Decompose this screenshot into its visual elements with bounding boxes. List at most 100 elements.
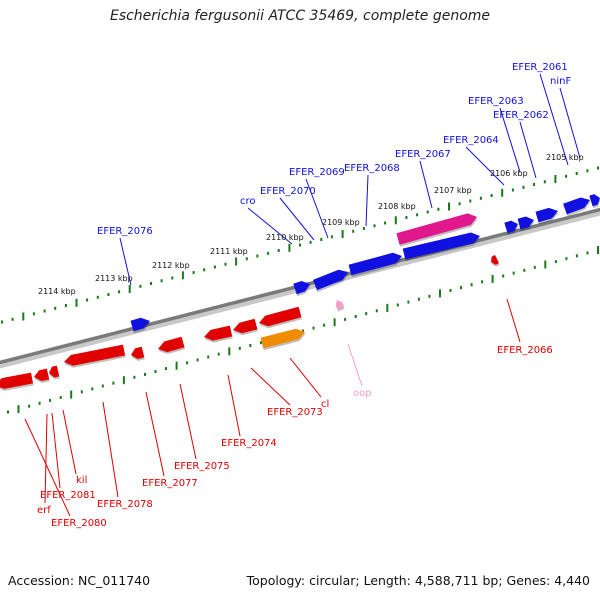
upper-scale-minor-tick	[565, 174, 568, 178]
forward-gene-arrow[interactable]	[563, 197, 590, 215]
upper-scale-minor-tick	[522, 185, 525, 189]
reverse-gene-label[interactable]: EFER_2073	[267, 407, 323, 418]
reverse-gene-arrow[interactable]	[233, 318, 258, 334]
forward-gene-arrow[interactable]	[535, 207, 559, 223]
reverse-gene-label[interactable]: cl	[321, 399, 329, 410]
reverse-gene-arrow[interactable]	[49, 365, 60, 378]
kbp-label: 2110 kbp	[266, 233, 304, 242]
kbp-label: 2105 kbp	[546, 153, 584, 162]
upper-scale-minor-tick	[1, 320, 3, 324]
lower-scale-minor-tick	[344, 317, 347, 321]
reverse-gene-label[interactable]: oop	[353, 388, 372, 399]
lower-scale-minor-tick	[312, 326, 315, 330]
forward-gene-arrow[interactable]	[348, 252, 402, 276]
lower-scale-minor-tick	[375, 309, 378, 313]
upper-scale-minor-tick	[437, 207, 440, 211]
lower-scale-major-tick	[228, 347, 231, 356]
reverse-label-leader	[24, 418, 71, 517]
forward-gene-label[interactable]: EFER_2061	[512, 62, 568, 73]
orange-feature-arrow[interactable]	[260, 328, 305, 349]
reverse-gene-label[interactable]: EFER_2066	[497, 345, 553, 356]
upper-scale-major-tick	[501, 188, 504, 197]
lower-scale-minor-tick	[217, 352, 220, 356]
reverse-gene-arrow[interactable]	[491, 255, 499, 265]
upper-scale-minor-tick	[96, 295, 99, 299]
reverse-gene-arrow[interactable]	[259, 306, 302, 327]
lower-scale-minor-tick	[575, 254, 578, 258]
forward-gene-label[interactable]: EFER_2064	[443, 135, 499, 146]
upper-scale-minor-tick	[54, 306, 57, 310]
upper-scale-minor-tick	[11, 317, 14, 321]
lower-scale-major-tick	[597, 246, 599, 254]
lower-scale-minor-tick	[533, 265, 536, 269]
forward-label-leader	[419, 160, 433, 209]
forward-gene-label[interactable]: EFER_2062	[493, 110, 549, 121]
forward-gene-arrow[interactable]	[313, 269, 348, 291]
upper-scale-minor-tick	[586, 169, 589, 173]
pink-feature-marker[interactable]	[335, 300, 345, 310]
upper-scale-major-tick	[448, 202, 450, 211]
forward-gene-label[interactable]: cro	[240, 196, 256, 207]
reverse-gene-label[interactable]: EFER_2081	[40, 490, 96, 501]
upper-scale-minor-tick	[511, 188, 514, 192]
lower-scale-minor-tick	[554, 260, 557, 264]
forward-label-leader	[539, 73, 569, 166]
reverse-label-leader	[289, 357, 322, 398]
upper-scale-minor-tick	[479, 196, 482, 200]
reverse-gene-arrow[interactable]	[131, 346, 145, 359]
reverse-gene-label[interactable]: kil	[76, 475, 87, 486]
forward-gene-label[interactable]: ninF	[550, 76, 571, 87]
lower-scale-minor-tick	[565, 257, 568, 261]
forward-label-leader	[499, 107, 521, 173]
lower-scale-minor-tick	[154, 370, 157, 373]
gene-features	[0, 194, 600, 391]
reverse-gene-arrow[interactable]	[0, 372, 33, 389]
lower-scale-minor-tick	[259, 341, 262, 345]
reverse-gene-arrow[interactable]	[204, 325, 233, 341]
reverse-gene-label[interactable]: EFER_2075	[174, 461, 230, 472]
forward-gene-arrow[interactable]	[517, 216, 534, 230]
lower-scale-major-tick	[386, 303, 389, 312]
upper-scale-major-tick	[128, 285, 131, 293]
reverse-gene-label[interactable]: EFER_2078	[97, 499, 153, 510]
forward-gene-arrow[interactable]	[293, 281, 310, 295]
forward-label-leader	[559, 87, 581, 159]
reverse-gene-label[interactable]: EFER_2080	[51, 518, 107, 529]
reverse-gene-label[interactable]: EFER_2074	[221, 438, 277, 449]
reverse-label-leader	[250, 367, 291, 406]
lower-scale-minor-tick	[481, 280, 484, 284]
reverse-gene-label[interactable]: erf	[37, 505, 51, 516]
forward-gene-label[interactable]: EFER_2070	[260, 186, 316, 197]
forward-label-leader	[247, 207, 293, 245]
lower-scale-minor-tick	[144, 372, 146, 376]
lower-scale-minor-tick	[112, 381, 115, 385]
scale-ticks	[1, 166, 599, 414]
forward-gene-label[interactable]: EFER_2076	[97, 226, 153, 237]
upper-scale-minor-tick	[309, 240, 312, 244]
kbp-label: 2109 kbp	[322, 218, 360, 227]
forward-gene-label[interactable]: EFER_2068	[344, 163, 400, 174]
reverse-gene-arrow[interactable]	[34, 368, 50, 381]
forward-label-leader	[465, 146, 505, 186]
forward-gene-arrow[interactable]	[402, 232, 480, 260]
forward-gene-arrow[interactable]	[589, 194, 600, 207]
forward-gene-label[interactable]: EFER_2063	[468, 96, 524, 107]
reverse-gene-arrow[interactable]	[64, 344, 126, 366]
lower-scale-minor-tick	[460, 286, 462, 290]
upper-scale-minor-tick	[171, 276, 174, 280]
forward-gene-label[interactable]: EFER_2067	[395, 149, 451, 160]
gene-labels: 2105 kbp 2106 kbp 2107 kbp 2108 kbp 2109 kbp…	[37, 62, 584, 529]
reverse-gene-label[interactable]: EFER_2077	[142, 478, 198, 489]
forward-gene-label[interactable]: EFER_2069	[289, 167, 345, 178]
upper-scale-minor-tick	[330, 235, 333, 239]
upper-scale-minor-tick	[64, 304, 67, 307]
upper-scale-minor-tick	[160, 279, 163, 283]
reverse-gene-arrow[interactable]	[158, 336, 185, 353]
forward-gene-arrow[interactable]	[130, 317, 151, 332]
upper-scale-minor-tick	[150, 282, 152, 285]
lower-scale-minor-tick	[428, 294, 431, 298]
magenta-feature-arrow[interactable]	[396, 213, 477, 245]
forward-gene-arrow[interactable]	[504, 220, 518, 234]
lower-scale-minor-tick	[470, 283, 473, 287]
upper-scale-major-tick	[554, 175, 557, 183]
